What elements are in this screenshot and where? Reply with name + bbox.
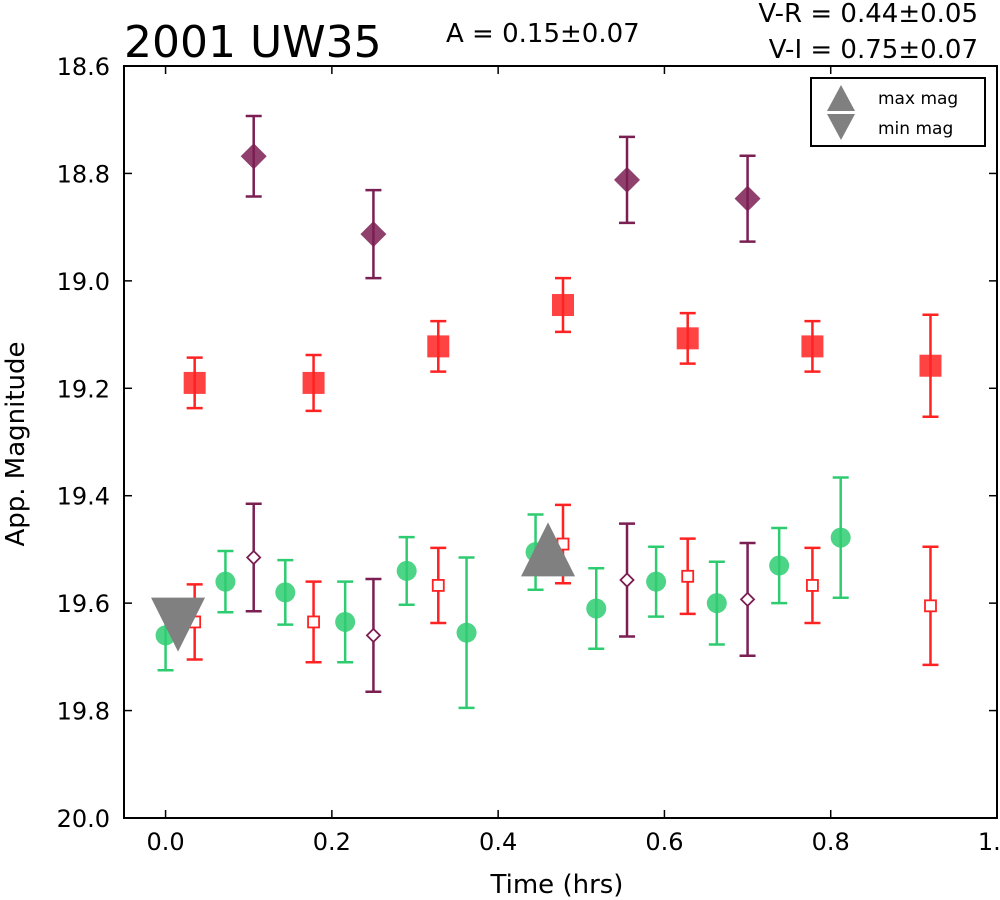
y-tick-label: 19.0 xyxy=(57,268,110,296)
y-tick-label: 20.0 xyxy=(57,805,110,833)
data-point-square xyxy=(676,327,699,350)
amplitude-label: A = 0.15±0.07 xyxy=(446,19,640,49)
data-point-square xyxy=(551,294,574,317)
data-point-square xyxy=(919,354,942,377)
data-point-square xyxy=(302,371,325,394)
x-tick-label: 0.8 xyxy=(812,828,850,856)
data-point-diamond-open xyxy=(619,572,635,588)
data-point-square-open xyxy=(307,615,320,629)
legend: max mag min mag xyxy=(810,77,986,147)
color-index-vr: V-R = 0.44±0.05 xyxy=(758,0,978,29)
data-point-diamond xyxy=(240,143,267,170)
data-point-circle xyxy=(586,598,607,619)
data-point-diamond-open xyxy=(365,627,382,644)
data-point-circle xyxy=(335,611,356,632)
data-point-circle xyxy=(706,593,727,614)
data-marks xyxy=(151,114,942,710)
max-mag-legend-marker xyxy=(827,85,855,111)
min-mag-marker xyxy=(151,597,206,652)
data-point-diamond xyxy=(614,166,641,193)
data-point-square xyxy=(801,335,824,358)
axis-ticks: 0.0 0.2 0.4 0.6 0.8 1.0 18.6 18.8 19.0 19.2 19.4 19… xyxy=(57,53,1000,856)
x-tick-label: 0.2 xyxy=(313,828,351,856)
color-index-vi: V-I = 0.75±0.07 xyxy=(769,35,978,65)
legend-label-min-mag: min mag xyxy=(878,119,953,139)
y-tick-label: 19.6 xyxy=(57,590,110,618)
min-mag-legend-marker xyxy=(827,114,855,140)
data-point-diamond xyxy=(360,221,387,248)
x-tick-label: 1.0 xyxy=(978,828,1000,856)
chart-title: 2001 UW35 xyxy=(124,17,382,68)
y-tick-label: 19.4 xyxy=(57,483,110,511)
x-tick-label: 0.4 xyxy=(479,828,517,856)
y-tick-label: 19.2 xyxy=(57,375,110,403)
data-point-square xyxy=(427,335,450,358)
x-tick-label: 0.6 xyxy=(645,828,683,856)
data-point-square-open xyxy=(431,579,445,592)
plot-frame xyxy=(123,65,998,819)
data-point-circle xyxy=(830,527,851,548)
data-point-square-open xyxy=(806,579,819,592)
data-point-circle xyxy=(769,555,790,576)
max-mag-marker xyxy=(521,522,576,577)
x-axis-label: Time (hrs) xyxy=(490,870,624,900)
data-point-circle xyxy=(456,622,477,643)
y-tick-label: 19.8 xyxy=(57,698,110,726)
data-point-circle xyxy=(396,560,417,581)
data-point-circle xyxy=(646,571,667,592)
y-axis-label: App. Magnitude xyxy=(1,341,31,546)
data-point-circle xyxy=(215,571,236,592)
data-point-square-open xyxy=(681,569,695,583)
data-point-diamond-open xyxy=(245,549,262,566)
y-tick-label: 18.8 xyxy=(57,160,110,188)
data-point-square-open xyxy=(924,599,937,613)
data-point-square xyxy=(183,371,206,394)
x-tick-label: 0.0 xyxy=(146,828,184,856)
y-tick-label: 18.6 xyxy=(57,53,110,81)
legend-label-max-mag: max mag xyxy=(878,89,958,109)
data-point-circle xyxy=(275,582,296,603)
data-point-diamond-open xyxy=(739,591,756,608)
data-point-diamond xyxy=(734,185,761,212)
